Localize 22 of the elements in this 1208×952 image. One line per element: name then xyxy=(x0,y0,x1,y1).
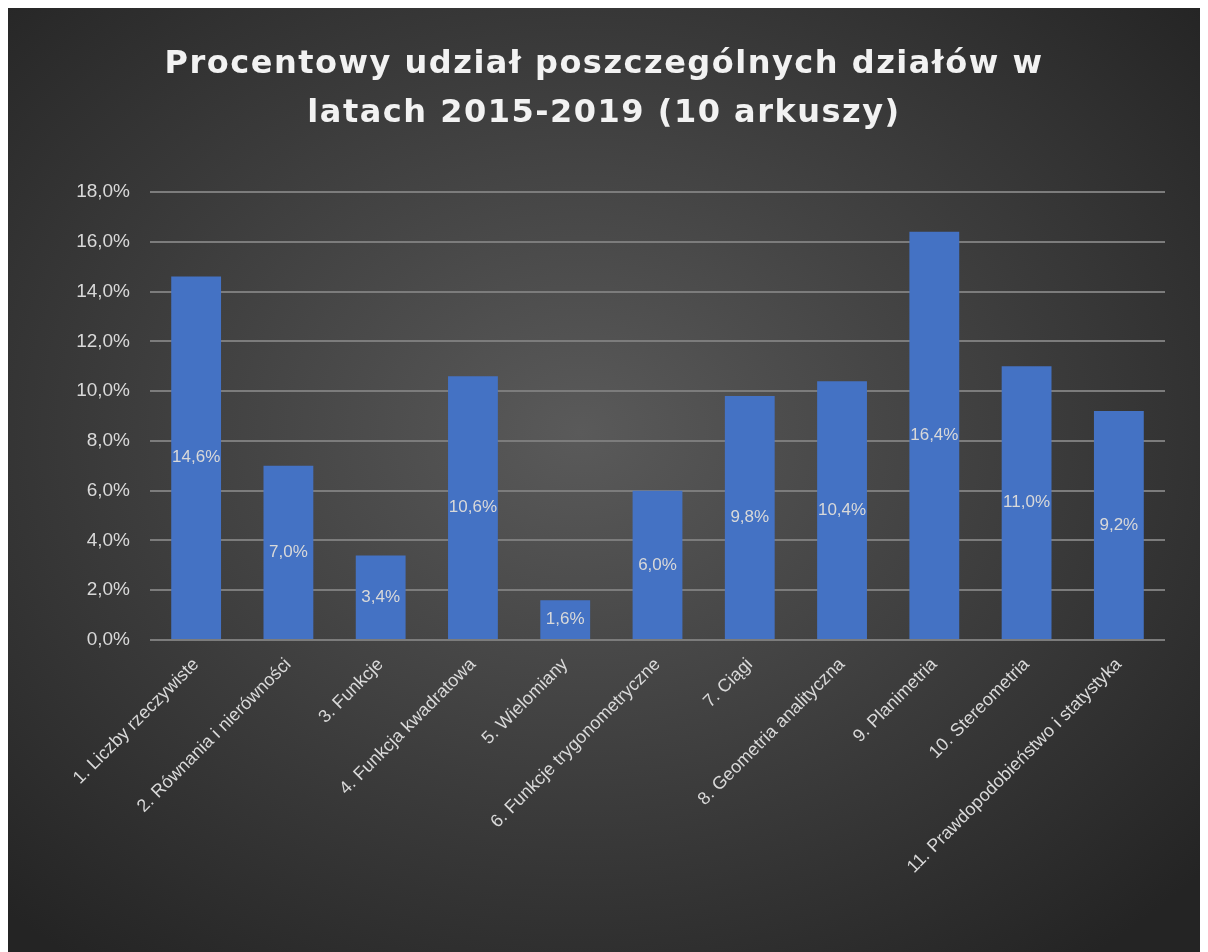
y-tick-label: 6,0% xyxy=(86,478,131,500)
y-tick-label: 12,0% xyxy=(76,329,131,351)
data-label: 14,6% xyxy=(172,447,221,467)
data-label: 9,8% xyxy=(730,507,770,527)
y-tick-label: 18,0% xyxy=(76,180,131,202)
data-label: 16,4% xyxy=(910,425,959,445)
data-label: 6,0% xyxy=(638,554,677,574)
data-label: 10,4% xyxy=(817,499,867,519)
data-label: 11,0% xyxy=(1003,492,1051,512)
data-label: 9,2% xyxy=(1099,514,1139,534)
y-tick-label: 10,0% xyxy=(76,379,131,401)
chart-title: Procentowy udział poszczególnych działów w latach 2015-2019 (10 arkuszy) xyxy=(163,42,1045,132)
y-tick-label: 0,0% xyxy=(86,628,131,650)
data-label: 1,6% xyxy=(545,609,585,629)
y-tick-label: 2,0% xyxy=(86,578,131,600)
y-tick-label: 4,0% xyxy=(86,528,131,550)
y-tick-label: 16,0% xyxy=(76,230,131,252)
y-tick-label: 14,0% xyxy=(76,279,131,301)
data-label: 3,4% xyxy=(361,586,401,606)
y-tick-label: 8,0% xyxy=(86,429,131,451)
data-label: 10,6% xyxy=(448,497,498,517)
data-label: 7,0% xyxy=(269,542,308,562)
